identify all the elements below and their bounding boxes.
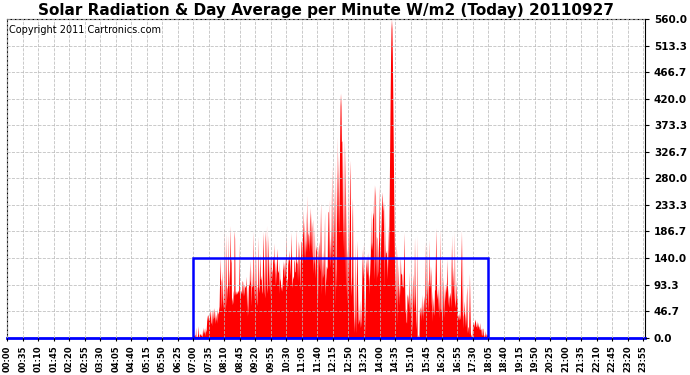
Text: Copyright 2011 Cartronics.com: Copyright 2011 Cartronics.com	[8, 26, 161, 35]
Bar	[193, 258, 488, 338]
Title: Solar Radiation & Day Average per Minute W/m2 (Today) 20110927: Solar Radiation & Day Average per Minute…	[38, 3, 614, 18]
